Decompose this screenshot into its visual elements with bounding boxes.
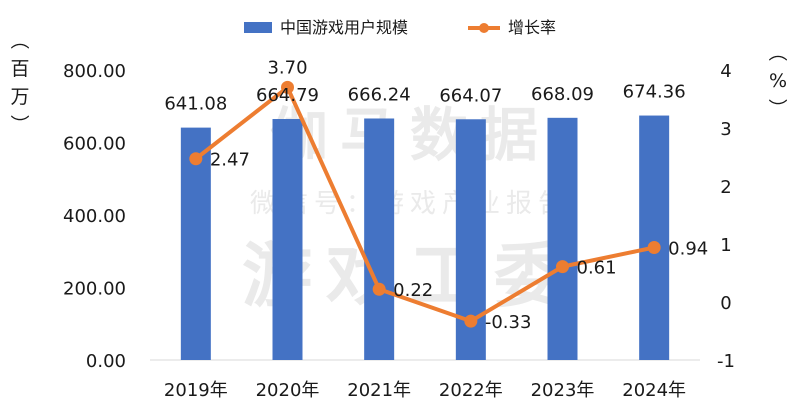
growth-value-label: -0.33 — [485, 312, 532, 333]
growth-line — [189, 80, 661, 328]
bar-value-label: 641.08 — [164, 94, 227, 115]
legend-bar-swatch — [244, 22, 272, 33]
y-left-tick-label: 800.00 — [63, 61, 126, 82]
bar — [272, 119, 303, 360]
x-tick-label: 2020年 — [256, 380, 320, 401]
axes: 0.00 200.00 400.00 600.00 800.00 -1 0 1 2 3 4 （ 百万 ） （… — [8, 30, 788, 401]
y-right-tick-label: -1 — [717, 351, 735, 372]
y-left-unit-char: 万 — [10, 86, 29, 108]
data-labels: 641.08 664.79 666.24 664.07 668.09 674.36 2.47… — [164, 57, 708, 333]
growth-point — [464, 314, 478, 328]
growth-value-label: 3.70 — [267, 57, 307, 78]
y-left-tick-label: 600.00 — [63, 134, 126, 155]
y-right-tick-label: 1 — [720, 235, 731, 256]
growth-point — [647, 240, 661, 254]
bar-value-label: 668.09 — [531, 84, 594, 105]
y-right-tick-label: 4 — [720, 61, 731, 82]
y-right-unit-char: % — [769, 70, 787, 92]
x-tick-label: 2019年 — [164, 380, 228, 401]
growth-point — [556, 260, 569, 274]
x-tick-label: 2023年 — [531, 380, 595, 401]
y-right-tick-label: 0 — [720, 293, 731, 314]
growth-point — [372, 282, 386, 296]
bar — [364, 118, 395, 360]
y-right-tick-label: 3 — [720, 119, 731, 140]
y-left-unit-char: （ — [8, 30, 30, 49]
growth-line-path — [194, 85, 655, 324]
y-right-unit-char: ） — [766, 98, 788, 117]
growth-value-label: 0.61 — [577, 258, 617, 279]
bar — [547, 117, 578, 360]
bar-value-label: 666.24 — [348, 84, 411, 105]
legend-bar-label: 中国游戏用户规模 — [280, 18, 408, 37]
bar — [639, 115, 670, 361]
growth-point — [189, 152, 203, 166]
y-right-tick-label: 2 — [720, 177, 731, 198]
legend-line-label: 增长率 — [508, 18, 556, 37]
y-left-tick-label: 400.00 — [63, 206, 126, 227]
y-left-unit-char: ） — [8, 114, 30, 133]
y-left-unit-char: 百 — [10, 58, 29, 80]
y-right-unit-char: （ — [766, 42, 788, 61]
legend-line-marker — [479, 23, 489, 33]
x-tick-label: 2024年 — [622, 380, 686, 401]
growth-value-label: 2.47 — [210, 150, 250, 171]
watermark-line-1: 伽马数据 — [270, 101, 550, 169]
x-tick-label: 2021年 — [347, 380, 411, 401]
y-left-tick-label: 200.00 — [63, 279, 126, 300]
y-left-tick-label: 0.00 — [86, 351, 126, 372]
growth-point — [281, 80, 294, 94]
bars — [180, 115, 670, 361]
growth-value-label: 0.22 — [393, 280, 433, 301]
bar-value-label: 674.36 — [623, 82, 686, 103]
legend: 中国游戏用户规模 增长率 — [244, 18, 556, 37]
bar — [180, 127, 211, 361]
x-tick-label: 2022年 — [439, 380, 503, 401]
bar-value-label: 664.07 — [439, 85, 502, 106]
growth-value-label: 0.94 — [668, 238, 708, 259]
bar-value-label: 664.79 — [256, 85, 319, 106]
